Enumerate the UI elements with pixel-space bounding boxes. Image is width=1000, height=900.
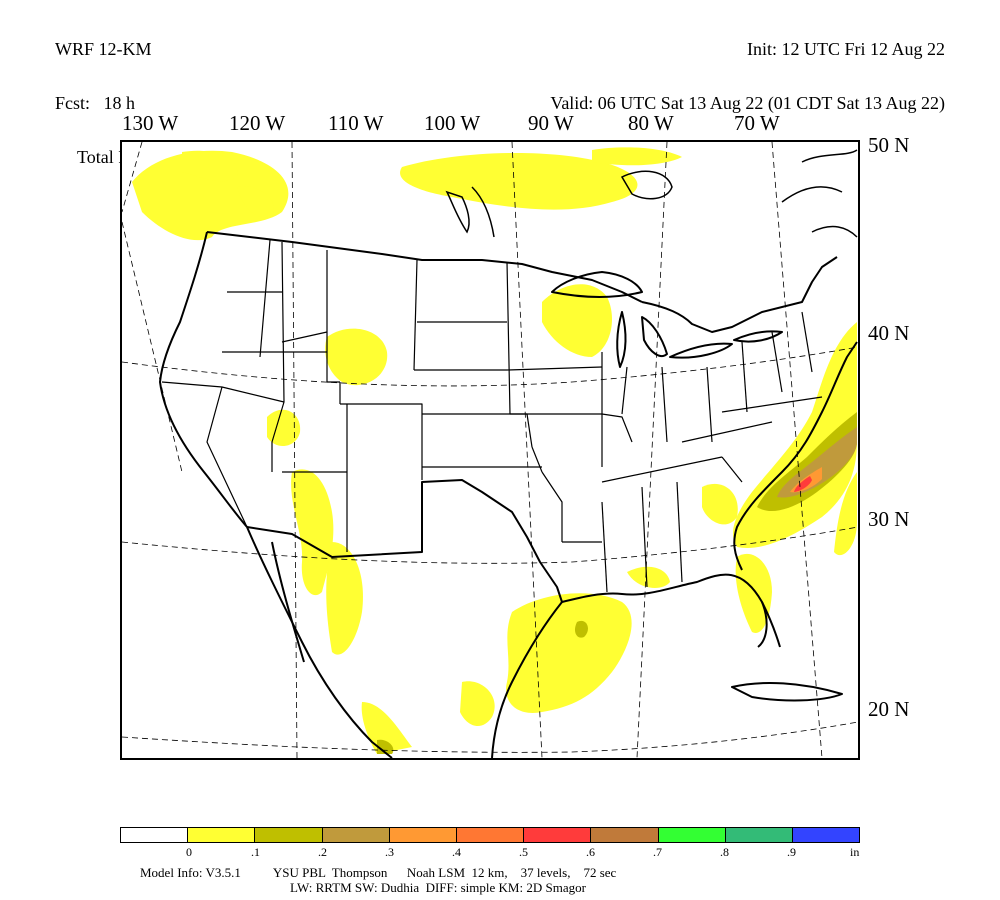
colorbar-label: 0 xyxy=(186,845,192,859)
header-right: Init: 12 UTC Fri 12 Aug 22 Valid: 06 UTC… xyxy=(550,4,945,130)
valid-time: Valid: 06 UTC Sat 13 Aug 22 (01 CDT Sat … xyxy=(550,93,945,113)
lat-label: 50 N xyxy=(868,133,910,157)
colorbar-segment xyxy=(322,828,390,842)
colorbar-segment xyxy=(792,828,860,842)
colorbar-segment xyxy=(255,828,323,842)
init-time: Init: 12 UTC Fri 12 Aug 22 xyxy=(746,39,945,59)
colorbar-label: .3 xyxy=(385,845,394,859)
boundaries xyxy=(159,231,858,758)
model-info: Model Info: V3.5.1 YSU PBL Thompson Noah… xyxy=(140,865,617,880)
colorbar-segment xyxy=(725,828,793,842)
colorbar-segment xyxy=(591,828,659,842)
colorbar-segment xyxy=(121,828,189,842)
colorbar-label: .8 xyxy=(720,845,729,859)
colorbar-label: .5 xyxy=(519,845,528,859)
lon-label: 90 W xyxy=(528,111,574,135)
colorbar xyxy=(120,827,860,843)
model-title: WRF 12-KM xyxy=(55,39,152,59)
precip-map xyxy=(120,140,860,760)
colorbar-segment xyxy=(658,828,726,842)
colorbar-segment xyxy=(456,828,525,842)
map-canvas xyxy=(122,142,858,758)
precip-shading xyxy=(132,147,857,754)
canada-islands xyxy=(445,149,858,238)
forecast-hour: Fcst: 18 h xyxy=(55,93,136,113)
lon-label: 80 W xyxy=(628,111,674,135)
lat-label: 20 N xyxy=(868,697,910,721)
colorbar-label: .7 xyxy=(653,845,662,859)
colorbar-label: .2 xyxy=(318,845,327,859)
colorbar-label: .4 xyxy=(452,845,461,859)
colorbar-labels: 0 .1 .2 .3 .4 .5 .6 .7 .8 .9 in xyxy=(120,845,880,861)
colorbar-unit: in xyxy=(850,845,860,859)
colorbar-label: .6 xyxy=(586,845,595,859)
state-lines xyxy=(161,239,823,593)
lon-label: 100 W xyxy=(424,111,481,135)
longitude-labels: 130 W 120 W 110 W 100 W 90 W 80 W 70 W xyxy=(0,111,1000,135)
lon-label: 130 W xyxy=(122,111,179,135)
colorbar-segment xyxy=(524,828,592,842)
lon-label: 110 W xyxy=(328,111,384,135)
lon-label: 120 W xyxy=(229,111,286,135)
graticule xyxy=(122,142,858,758)
physics-info: LW: RRTM SW: Dudhia DIFF: simple KM: 2D … xyxy=(290,880,586,895)
colorbar-segment xyxy=(188,828,256,842)
colorbar-segment xyxy=(389,828,457,842)
lon-label: 70 W xyxy=(734,111,780,135)
colorbar-label: .9 xyxy=(787,845,796,859)
colorbar-label: .1 xyxy=(251,845,260,859)
lat-label: 40 N xyxy=(868,321,910,345)
lat-label: 30 N xyxy=(868,507,910,531)
